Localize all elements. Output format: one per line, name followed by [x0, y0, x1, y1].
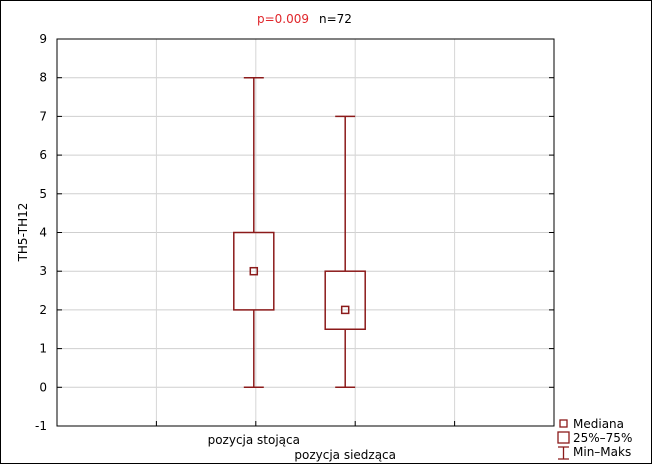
y-tick-label: -1 [35, 419, 47, 433]
x-grid-layer [155, 39, 456, 426]
legend-whisker-label: Min–Maks [573, 445, 631, 459]
box-layer [233, 76, 366, 389]
y-tick-label: 4 [39, 226, 47, 240]
sample-size-annotation: n=72 [319, 12, 352, 26]
median-marker [340, 305, 350, 315]
y-tick-label: 2 [39, 303, 47, 317]
category-label-2: pozycja siedząca [294, 448, 396, 462]
grid-layer [57, 77, 554, 388]
legend-box-icon [557, 431, 570, 444]
tick-layer: -1 0 1 2 3 4 5 6 7 8 9 [35, 32, 554, 433]
y-axis-label: TH5-TH12 [16, 203, 30, 263]
category-label-1: pozycja stojąca [208, 433, 300, 447]
legend: Mediana 25%–75% Min–Maks [557, 417, 632, 460]
y-tick-label: 5 [39, 187, 47, 201]
box-group-1 [233, 76, 275, 389]
legend-whisker-icon [558, 446, 569, 460]
legend-median-label: Mediana [573, 417, 624, 431]
box-group-2 [324, 115, 366, 389]
y-tick-label: 9 [39, 32, 47, 46]
y-tick-label: 3 [39, 264, 47, 278]
y-tick-label: 7 [39, 109, 47, 123]
y-tick-label: 8 [39, 71, 47, 85]
median-marker [249, 266, 259, 276]
iqr-box [324, 270, 366, 331]
p-value-annotation: p=0.009 [257, 12, 309, 26]
iqr-box [233, 231, 275, 311]
y-tick-label: 1 [39, 342, 47, 356]
legend-median-icon [559, 419, 568, 428]
y-tick-label: 0 [39, 380, 47, 394]
legend-box-label: 25%–75% [573, 431, 632, 445]
y-tick-label: 6 [39, 148, 47, 162]
